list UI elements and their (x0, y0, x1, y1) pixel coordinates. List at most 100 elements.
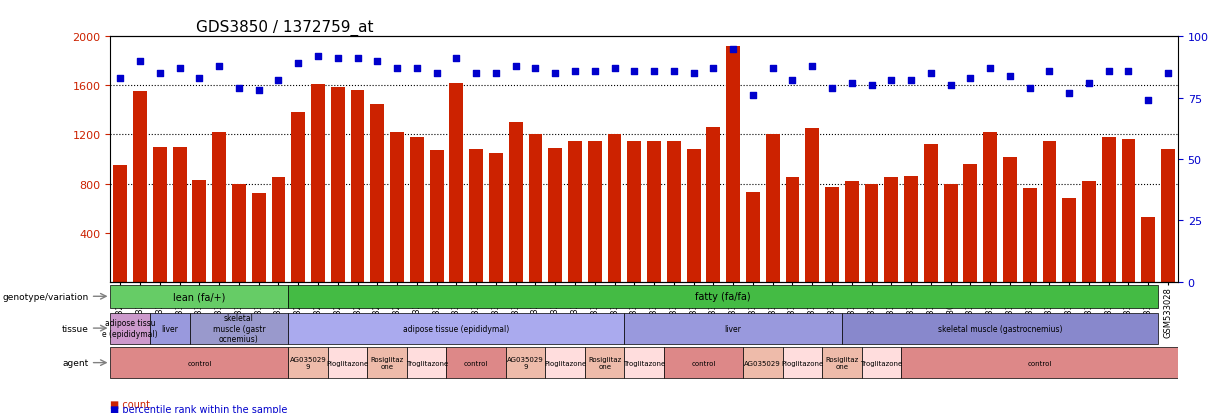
Text: AG035029
9: AG035029 9 (507, 356, 544, 369)
Bar (312, 85, 325, 282)
Bar (1141, 217, 1155, 282)
Point (130, 58, 150, 65)
FancyBboxPatch shape (783, 347, 822, 378)
Bar (1102, 138, 1115, 282)
Text: Troglitazone: Troglitazone (860, 360, 903, 366)
Text: agent: agent (63, 358, 90, 367)
Bar (252, 194, 265, 282)
Bar (371, 104, 384, 282)
Point (664, 68, 683, 75)
FancyBboxPatch shape (664, 347, 744, 378)
FancyBboxPatch shape (901, 347, 1178, 378)
Text: adipose tissu
e (epididymal): adipose tissu e (epididymal) (102, 319, 158, 338)
FancyBboxPatch shape (150, 313, 189, 344)
Point (249, 88, 269, 94)
Point (269, 78, 288, 85)
Bar (1121, 140, 1135, 282)
Point (901, 78, 920, 85)
FancyBboxPatch shape (585, 347, 625, 378)
Bar (212, 133, 226, 282)
Point (1099, 68, 1119, 75)
Point (328, 56, 347, 62)
Bar (429, 151, 443, 282)
Point (822, 85, 842, 92)
Point (525, 66, 545, 72)
Bar (667, 141, 681, 282)
Text: liver: liver (725, 324, 741, 333)
Bar (726, 47, 740, 282)
Bar (529, 135, 542, 282)
Point (1039, 68, 1059, 75)
Bar (627, 141, 642, 282)
Bar (113, 166, 128, 282)
Bar (924, 145, 937, 282)
Bar (707, 128, 720, 282)
Point (763, 66, 783, 72)
Text: skeletal muscle (gastrocnemius): skeletal muscle (gastrocnemius) (937, 324, 1063, 333)
Text: Pioglitazone: Pioglitazone (782, 360, 823, 366)
Text: Rosiglitaz
one: Rosiglitaz one (826, 356, 859, 369)
Bar (607, 135, 621, 282)
Bar (588, 141, 601, 282)
Bar (390, 133, 404, 282)
Text: tissue: tissue (63, 324, 90, 333)
Point (941, 83, 961, 90)
Point (229, 85, 249, 92)
Point (703, 66, 723, 72)
Text: control: control (188, 360, 211, 366)
Bar (1043, 141, 1056, 282)
Text: Rosiglitaz
one: Rosiglitaz one (371, 356, 404, 369)
Text: control: control (464, 360, 488, 366)
FancyBboxPatch shape (288, 285, 1158, 308)
Bar (963, 164, 977, 282)
Point (1020, 85, 1039, 92)
Bar (548, 149, 562, 282)
Point (388, 66, 407, 72)
Point (1079, 81, 1098, 87)
Point (545, 71, 564, 77)
Point (169, 66, 189, 72)
Point (210, 63, 229, 70)
Bar (469, 150, 483, 282)
Bar (173, 147, 187, 282)
FancyBboxPatch shape (189, 313, 288, 344)
Point (486, 71, 506, 77)
FancyBboxPatch shape (822, 347, 861, 378)
FancyBboxPatch shape (506, 347, 545, 378)
Text: adipose tissue (epididymal): adipose tissue (epididymal) (404, 324, 509, 333)
Point (110, 76, 130, 82)
Point (1139, 97, 1158, 104)
Bar (490, 154, 503, 282)
Point (566, 68, 585, 75)
Text: Troglitazone: Troglitazone (406, 360, 448, 366)
Text: ■ count: ■ count (110, 399, 151, 409)
Point (625, 68, 644, 75)
Point (407, 66, 427, 72)
Point (585, 68, 605, 75)
Point (447, 56, 466, 62)
Point (961, 76, 980, 82)
Point (980, 66, 1000, 72)
Point (427, 71, 447, 77)
Bar (687, 150, 701, 282)
Bar (568, 141, 582, 282)
Bar (865, 184, 879, 282)
Point (644, 68, 664, 75)
Bar (983, 133, 998, 282)
Text: control: control (1027, 360, 1052, 366)
Point (1059, 90, 1079, 97)
Point (744, 93, 763, 99)
Point (842, 81, 861, 87)
Bar (232, 184, 245, 282)
FancyBboxPatch shape (288, 347, 328, 378)
Bar (904, 177, 918, 282)
FancyBboxPatch shape (288, 313, 625, 344)
Point (347, 56, 367, 62)
Bar (785, 178, 799, 282)
Point (783, 78, 802, 85)
Bar (271, 178, 286, 282)
Point (288, 61, 308, 67)
Bar (845, 182, 859, 282)
Text: genotype/variation: genotype/variation (2, 292, 90, 301)
Point (1000, 73, 1020, 80)
